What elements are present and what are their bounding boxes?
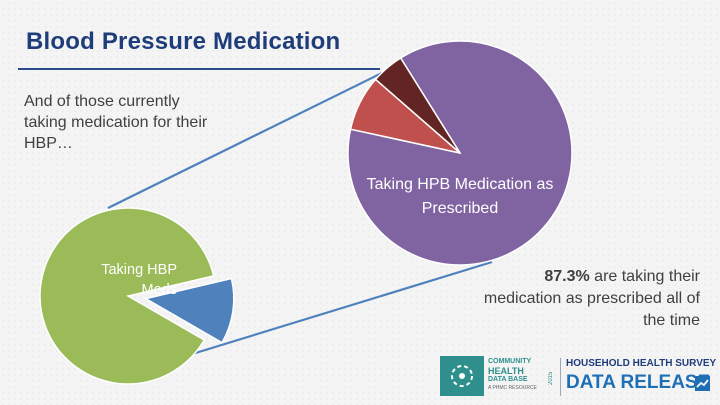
brand-year: 2015 — [548, 371, 554, 385]
intro-text: And of those currently taking medication… — [24, 93, 208, 152]
brand-footer: COMMUNITY HEALTH DATA BASE A PHMC RESOUR… — [440, 356, 716, 400]
connector-line-bottom — [139, 260, 493, 372]
brand-community: COMMUNITY — [488, 358, 532, 365]
brand-divider — [560, 358, 561, 396]
title-underline — [18, 68, 380, 70]
brand-name: COMMUNITY HEALTH DATA BASE A PHMC RESOUR… — [488, 358, 546, 392]
stat-value: 87.3% — [544, 268, 590, 285]
pie-1-slice-2 — [374, 56, 461, 154]
survey-name: HOUSEHOLD HEALTH SURVEY — [566, 358, 717, 369]
pie-0-slice-1 — [143, 277, 235, 344]
small-pie-label: Taking HBP Meds — [101, 262, 177, 298]
connector-line-top — [107, 67, 393, 209]
brand-health: HEALTH — [488, 366, 524, 376]
slide-title: Blood Pressure Medication — [26, 28, 341, 55]
trend-chart-icon — [695, 376, 710, 391]
stat-callout: 87.3% are taking their medication as pre… — [470, 266, 700, 332]
pie-0-slice-0 — [39, 207, 215, 385]
stat-text: are taking their medication as prescribe… — [483, 268, 700, 329]
data-release-text: DATA RELEASE — [566, 372, 711, 393]
community-health-logo-icon — [440, 356, 484, 396]
large-pie-label: Taking HPB Medication as Prescribed — [366, 176, 554, 217]
brand-database: DATA BASE — [488, 376, 528, 383]
brand-tagline: A PHMC RESOURCE — [488, 385, 537, 391]
